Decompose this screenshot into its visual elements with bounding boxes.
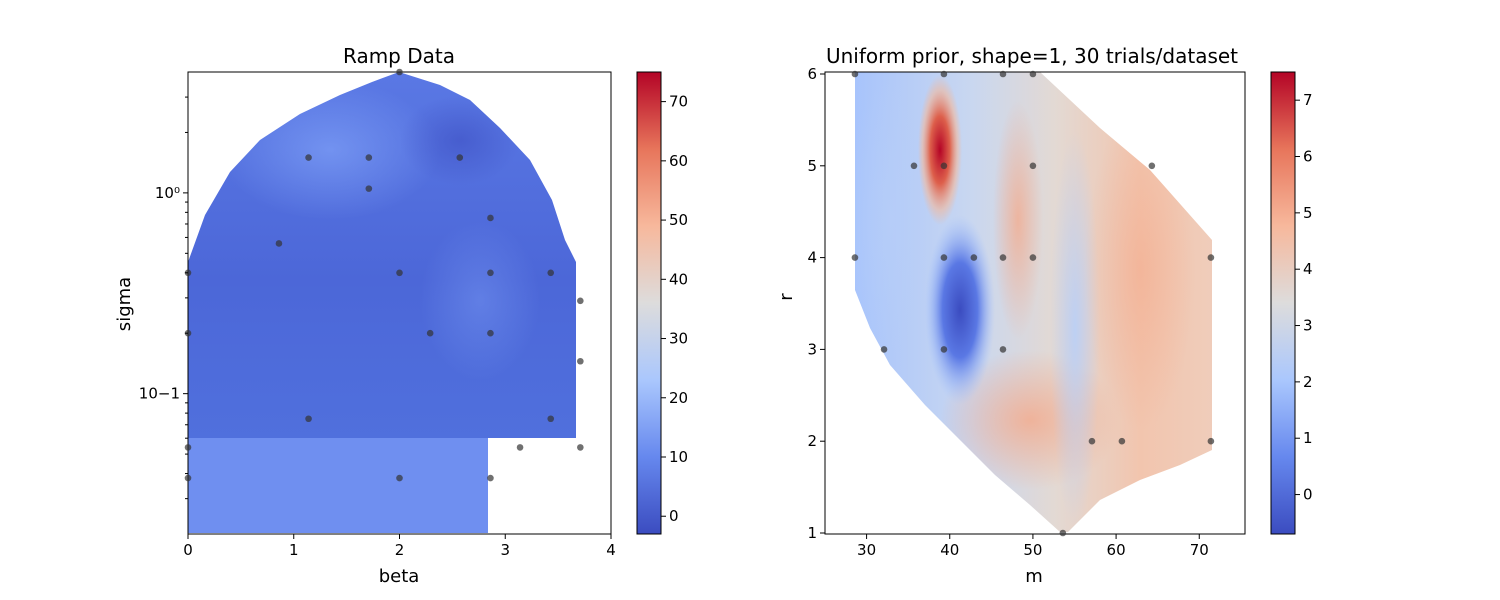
right-y-ticks: 1 2 3 4 5 6: [807, 65, 825, 542]
colorbar-tick-label: 6: [1303, 148, 1313, 166]
x-tick-label: 0: [183, 541, 193, 559]
colorbar-tick-label: 1: [1303, 429, 1313, 447]
colorbar-tick-label: 20: [669, 389, 688, 407]
data-point: [910, 162, 918, 170]
data-point: [999, 254, 1007, 261]
x-tick-label: 3: [500, 541, 510, 559]
y-tick-label: 6: [807, 65, 817, 83]
colorbar-tick-label: 4: [1303, 260, 1313, 278]
y-tick-label: 4: [807, 249, 817, 267]
y-tick-label: 5: [807, 157, 817, 175]
data-point: [184, 444, 192, 451]
colorbar-tick-label: 5: [1303, 204, 1313, 222]
data-point: [547, 415, 555, 423]
colorbar-tick-label: 60: [669, 152, 688, 170]
data-point: [1207, 437, 1215, 445]
x-tick-label: 1: [289, 541, 299, 559]
left-y-axis-label: sigma: [114, 277, 135, 331]
right-data-points: [851, 70, 1215, 537]
x-tick-label: 4: [606, 541, 616, 559]
data-point: [940, 346, 948, 353]
data-point: [1029, 70, 1037, 78]
data-point: [851, 70, 859, 78]
data-point: [426, 329, 434, 337]
data-point: [999, 70, 1007, 78]
data-point: [547, 269, 555, 277]
right-x-axis-label: m: [1025, 566, 1043, 587]
data-point: [516, 444, 524, 451]
data-point: [365, 154, 373, 161]
data-point: [365, 185, 373, 192]
right-x-ticks: 30 40 50 60 70: [857, 534, 1209, 559]
left-panel: 0 1 2 3 4 10−1 10⁰ Ramp Data beta sigma 0 10 20…: [114, 44, 688, 587]
data-point: [851, 254, 859, 261]
right-y-axis-label: r: [776, 293, 797, 301]
data-point: [1029, 254, 1037, 261]
colorbar-tick-label: 0: [669, 507, 679, 525]
data-point: [1118, 437, 1126, 445]
y-tick-label: 2: [807, 432, 817, 450]
data-point: [940, 254, 948, 261]
x-tick-label: 50: [1023, 541, 1042, 559]
left-x-ticks: 0 1 2 3 4: [183, 534, 616, 559]
data-point: [184, 474, 192, 482]
y-tick-label: 10−1: [139, 385, 180, 403]
data-point: [1029, 162, 1037, 170]
data-point: [456, 154, 464, 161]
x-tick-label: 30: [857, 541, 876, 559]
y-tick-label: 3: [807, 340, 817, 358]
data-point: [396, 474, 403, 482]
data-point: [880, 346, 888, 353]
right-colorbar-ticks: 0 1 2 3 4 5 6 7: [1295, 91, 1313, 504]
data-point: [1148, 162, 1156, 170]
left-heatmap: [188, 72, 576, 533]
data-point: [1088, 437, 1096, 445]
colorbar-tick-label: 10: [669, 448, 688, 466]
x-tick-label: 60: [1107, 541, 1126, 559]
colorbar-tick-label: 3: [1303, 317, 1313, 335]
x-tick-label: 70: [1190, 541, 1209, 559]
left-colorbar: [636, 71, 662, 535]
left-chart-title: Ramp Data: [343, 44, 455, 68]
data-point: [305, 415, 312, 423]
right-heatmap: [855, 72, 1212, 532]
data-point: [487, 329, 494, 337]
data-point: [940, 162, 948, 170]
data-point: [1207, 254, 1215, 261]
x-tick-label: 2: [395, 541, 405, 559]
data-point: [577, 357, 584, 365]
colorbar-tick-label: 2: [1303, 373, 1313, 391]
data-point: [396, 68, 403, 76]
data-point: [577, 444, 584, 451]
data-point: [940, 70, 948, 78]
data-point: [577, 297, 584, 305]
y-tick-label: 1: [807, 524, 817, 542]
data-point: [1059, 529, 1067, 537]
data-point: [487, 269, 494, 277]
right-colorbar: [1270, 71, 1296, 535]
y-tick-label: 10⁰: [155, 184, 180, 202]
colorbar-tick-label: 30: [669, 330, 688, 348]
data-point: [305, 154, 312, 161]
data-point: [970, 254, 978, 261]
colorbar-tick-label: 50: [669, 211, 688, 229]
left-x-axis-label: beta: [379, 566, 420, 587]
left-data-points: [184, 68, 584, 482]
left-colorbar-ticks: 0 10 20 30 40 50 60 70: [661, 93, 688, 525]
data-point: [999, 346, 1007, 353]
data-point: [275, 240, 283, 247]
data-point: [396, 269, 403, 277]
colorbar-tick-label: 0: [1303, 486, 1313, 504]
colorbar-tick-label: 40: [669, 270, 688, 288]
colorbar-tick-label: 7: [1303, 91, 1313, 109]
data-point: [487, 474, 494, 482]
colorbar-tick-label: 70: [669, 93, 688, 111]
data-point: [487, 214, 494, 222]
left-y-ticks: 10−1 10⁰: [139, 96, 188, 500]
right-chart-title: Uniform prior, shape=1, 30 trials/datase…: [826, 44, 1238, 68]
x-tick-label: 40: [940, 541, 959, 559]
